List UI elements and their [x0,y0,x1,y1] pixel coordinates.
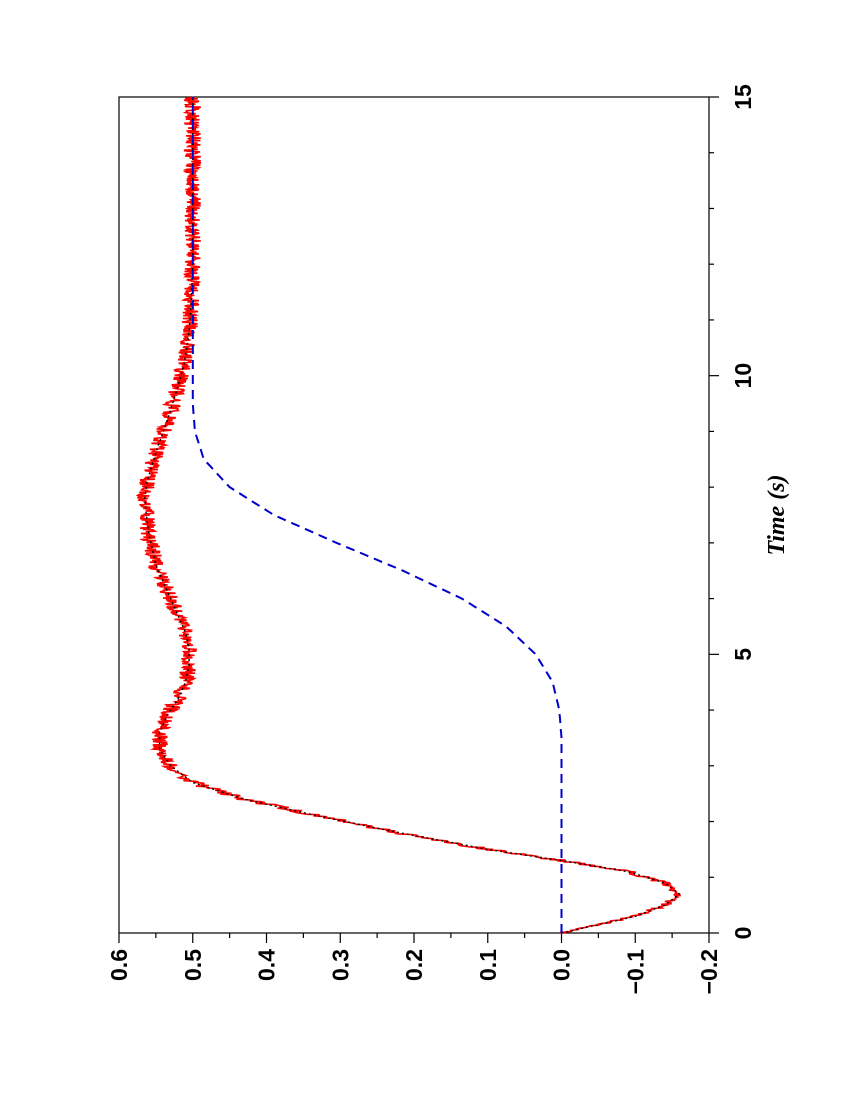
y-tick-label: −0.2 [696,949,722,994]
series-dotted-curve [144,97,681,934]
ticks-group [118,96,719,943]
series-dashed-curve [191,97,563,933]
x-axis-label: Time (s) [764,474,790,555]
y-tick-label: 0.5 [180,949,206,981]
y-tick-label: 0.2 [401,949,427,981]
series-noisy-trace [135,96,681,934]
x-tick-label: 5 [730,648,756,661]
y-tick-label: 0.4 [254,949,280,981]
x-tick-label: 0 [730,927,756,940]
y-tick-label: −0.1 [622,949,648,995]
y-tick-label: 0.1 [475,949,501,981]
x-tick-label: 10 [730,363,756,389]
labels-group: 0 5 10 15 −0.2 −0.1 0.0 0.1 0.2 0.3 0.4 0.5 0.6 [106,84,756,994]
y-tick-label: 0.3 [327,949,353,981]
x-tick-label: 15 [730,84,756,110]
plot-frame [118,96,710,934]
series-group [135,96,681,934]
y-tick-label: 0.0 [549,949,575,981]
y-tick-label: 0.6 [106,949,132,981]
